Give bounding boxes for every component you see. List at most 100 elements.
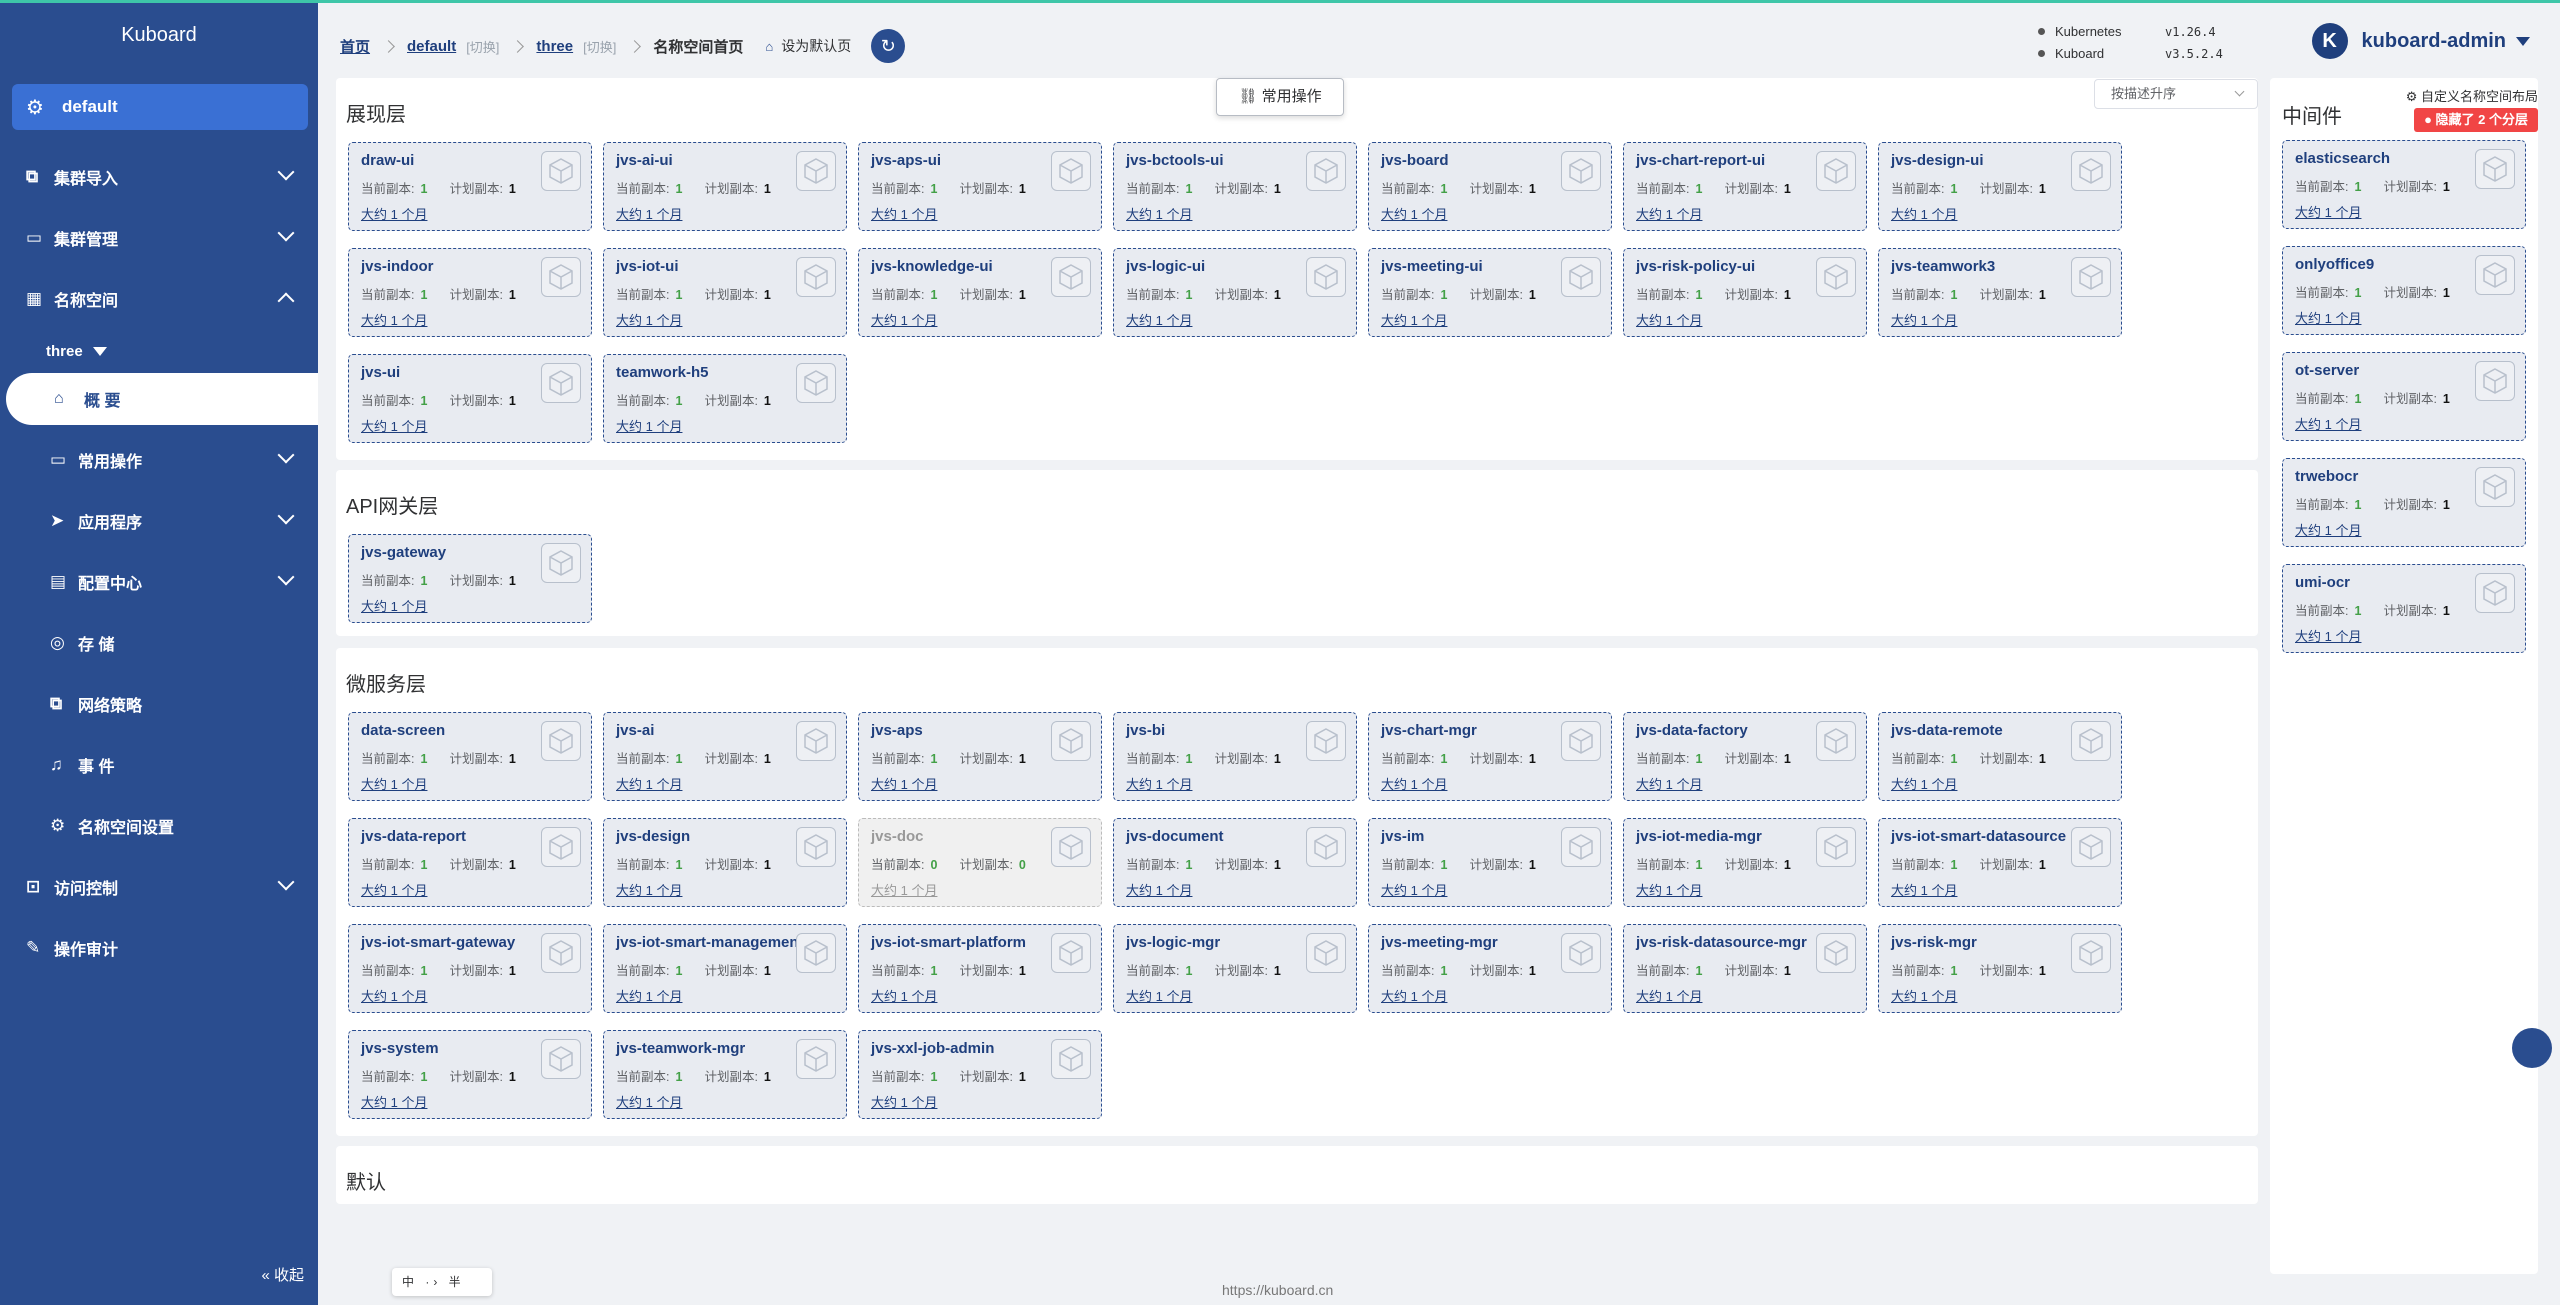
workload-card[interactable]: jvs-aps-ui 当前副本: 1 计划副本: 1 大约 1 个月 [858, 142, 1102, 231]
workload-card[interactable]: jvs-system 当前副本: 1 计划副本: 1 大约 1 个月 [348, 1030, 592, 1119]
sidebar-item[interactable]: ▭ 常用操作 [0, 429, 318, 490]
set-default-link[interactable]: 设为默认页 [781, 38, 852, 54]
workload-name[interactable]: jvs-board [1381, 152, 1449, 169]
workload-age[interactable]: 大约 1 个月 [1891, 989, 1958, 1004]
workload-age[interactable]: 大约 1 个月 [361, 989, 428, 1004]
workload-age[interactable]: 大约 1 个月 [616, 313, 683, 328]
workload-age[interactable]: 大约 1 个月 [616, 989, 683, 1004]
workload-age[interactable]: 大约 1 个月 [871, 883, 938, 898]
workload-age[interactable]: 大约 1 个月 [1126, 313, 1193, 328]
help-button[interactable] [2512, 1028, 2552, 1068]
workload-age[interactable]: 大约 1 个月 [361, 313, 428, 328]
workload-name[interactable]: jvs-knowledge-ui [871, 258, 993, 275]
sidebar-item[interactable]: ⧉ 网络策略 [0, 673, 318, 734]
workload-age[interactable]: 大约 1 个月 [871, 989, 938, 1004]
workload-card[interactable]: jvs-logic-mgr 当前副本: 1 计划副本: 1 大约 1 个月 [1113, 924, 1357, 1013]
workload-card[interactable]: jvs-bi 当前副本: 1 计划副本: 1 大约 1 个月 [1113, 712, 1357, 801]
workload-card[interactable]: elasticsearch 当前副本: 1 计划副本: 1 大约 1 个月 [2282, 140, 2526, 229]
sidebar-item-overview[interactable]: ⌂ 概 要 [6, 373, 318, 425]
workload-card[interactable]: jvs-chart-mgr 当前副本: 1 计划副本: 1 大约 1 个月 [1368, 712, 1612, 801]
sidebar-item-cluster-manage[interactable]: ▭ 集群管理 [0, 207, 318, 268]
workload-age[interactable]: 大约 1 个月 [871, 777, 938, 792]
workload-age[interactable]: 大约 1 个月 [2295, 417, 2362, 432]
workload-card[interactable]: onlyoffice9 当前副本: 1 计划副本: 1 大约 1 个月 [2282, 246, 2526, 335]
workload-age[interactable]: 大约 1 个月 [361, 207, 428, 222]
sidebar-item[interactable]: ⊡ 访问控制 [0, 856, 318, 917]
workload-name[interactable]: jvs-doc [871, 828, 924, 845]
workload-age[interactable]: 大约 1 个月 [616, 419, 683, 434]
workload-name[interactable]: jvs-meeting-ui [1381, 258, 1483, 275]
workload-age[interactable]: 大约 1 个月 [361, 599, 428, 614]
workload-age[interactable]: 大约 1 个月 [2295, 205, 2362, 220]
workload-name[interactable]: teamwork-h5 [616, 364, 709, 381]
workload-age[interactable]: 大约 1 个月 [871, 207, 938, 222]
workload-card[interactable]: jvs-gateway 当前副本: 1 计划副本: 1 大约 1 个月 [348, 534, 592, 623]
workload-age[interactable]: 大约 1 个月 [1381, 313, 1448, 328]
workload-card[interactable]: jvs-document 当前副本: 1 计划副本: 1 大约 1 个月 [1113, 818, 1357, 907]
workload-card[interactable]: jvs-iot-media-mgr 当前副本: 1 计划副本: 1 大约 1 个月 [1623, 818, 1867, 907]
workload-name[interactable]: jvs-data-factory [1636, 722, 1748, 739]
workload-age[interactable]: 大约 1 个月 [1891, 207, 1958, 222]
workload-card[interactable]: draw-ui 当前副本: 1 计划副本: 1 大约 1 个月 [348, 142, 592, 231]
sidebar-item[interactable]: ▤ 配置中心 [0, 551, 318, 612]
workload-name[interactable]: jvs-iot-smart-management [616, 934, 804, 951]
workload-card[interactable]: jvs-data-remote 当前副本: 1 计划副本: 1 大约 1 个月 [1878, 712, 2122, 801]
custom-layout-link[interactable]: ⚙ 自定义名称空间布局 [2406, 86, 2538, 105]
workload-card[interactable]: jvs-ai 当前副本: 1 计划副本: 1 大约 1 个月 [603, 712, 847, 801]
workload-name[interactable]: jvs-risk-datasource-mgr [1636, 934, 1807, 951]
workload-name[interactable]: jvs-ui [361, 364, 401, 381]
sidebar-item[interactable]: ◎ 存 储 [0, 612, 318, 673]
collapse-button[interactable]: « 收起 [261, 1267, 304, 1284]
workload-name[interactable]: jvs-meeting-mgr [1381, 934, 1498, 951]
workload-name[interactable]: jvs-risk-mgr [1891, 934, 1977, 951]
workload-name[interactable]: ot-server [2295, 362, 2360, 379]
workload-name[interactable]: jvs-iot-smart-gateway [361, 934, 516, 951]
workload-card[interactable]: jvs-design 当前副本: 1 计划副本: 1 大约 1 个月 [603, 818, 847, 907]
workload-card[interactable]: teamwork-h5 当前副本: 1 计划副本: 1 大约 1 个月 [603, 354, 847, 443]
workload-age[interactable]: 大约 1 个月 [871, 1095, 938, 1110]
workload-card[interactable]: ot-server 当前副本: 1 计划副本: 1 大约 1 个月 [2282, 352, 2526, 441]
workload-card[interactable]: trwebocr 当前副本: 1 计划副本: 1 大约 1 个月 [2282, 458, 2526, 547]
workload-name[interactable]: data-screen [361, 722, 446, 739]
workload-card[interactable]: jvs-iot-smart-datasource 当前副本: 1 计划副本: 1 大约 1… [1878, 818, 2122, 907]
common-ops-button[interactable]: ⛓ 常用操作 [1216, 78, 1344, 116]
sidebar-item-namespace[interactable]: ▦ 名称空间 [0, 268, 318, 329]
sidebar-item[interactable]: ➤ 应用程序 [0, 490, 318, 551]
workload-name[interactable]: jvs-iot-ui [616, 258, 679, 275]
user-menu[interactable]: K kuboard-admin [2311, 23, 2530, 59]
namespace-select[interactable]: three [0, 329, 318, 373]
workload-card[interactable]: jvs-teamwork3 当前副本: 1 计划副本: 1 大约 1 个月 [1878, 248, 2122, 337]
workload-card[interactable]: jvs-xxl-job-admin 当前副本: 1 计划副本: 1 大约 1 个月 [858, 1030, 1102, 1119]
workload-name[interactable]: trwebocr [2295, 468, 2359, 485]
workload-name[interactable]: jvs-iot-smart-datasource [1891, 828, 2067, 845]
workload-age[interactable]: 大约 1 个月 [1126, 989, 1193, 1004]
workload-name[interactable]: jvs-chart-mgr [1381, 722, 1477, 739]
workload-age[interactable]: 大约 1 个月 [1636, 313, 1703, 328]
workload-age[interactable]: 大约 1 个月 [1126, 777, 1193, 792]
workload-age[interactable]: 大约 1 个月 [616, 883, 683, 898]
sidebar-item[interactable]: ⚙ 名称空间设置 [0, 795, 318, 856]
crumb-namespace-switch[interactable]: [切换] [583, 39, 617, 55]
workload-card[interactable]: jvs-logic-ui 当前副本: 1 计划副本: 1 大约 1 个月 [1113, 248, 1357, 337]
workload-name[interactable]: jvs-aps-ui [871, 152, 942, 169]
cluster-pill[interactable]: ⚙ default [12, 84, 308, 130]
workload-age[interactable]: 大约 1 个月 [361, 1095, 428, 1110]
workload-name[interactable]: jvs-chart-report-ui [1636, 152, 1766, 169]
workload-name[interactable]: jvs-logic-ui [1126, 258, 1206, 275]
sidebar-item[interactable]: ✎ 操作审计 [0, 917, 318, 978]
workload-age[interactable]: 大约 1 个月 [1636, 207, 1703, 222]
workload-age[interactable]: 大约 1 个月 [1126, 883, 1193, 898]
workload-age[interactable]: 大约 1 个月 [2295, 311, 2362, 326]
workload-age[interactable]: 大约 1 个月 [1126, 207, 1193, 222]
workload-card[interactable]: jvs-teamwork-mgr 当前副本: 1 计划副本: 1 大约 1 个月 [603, 1030, 847, 1119]
workload-card[interactable]: jvs-ai-ui 当前副本: 1 计划副本: 1 大约 1 个月 [603, 142, 847, 231]
workload-name[interactable]: jvs-ai-ui [616, 152, 673, 169]
workload-name[interactable]: jvs-ai [616, 722, 655, 739]
workload-name[interactable]: jvs-logic-mgr [1126, 934, 1221, 951]
workload-age[interactable]: 大约 1 个月 [1381, 207, 1448, 222]
workload-age[interactable]: 大约 1 个月 [361, 419, 428, 434]
workload-card[interactable]: jvs-ui 当前副本: 1 计划副本: 1 大约 1 个月 [348, 354, 592, 443]
workload-name[interactable]: draw-ui [361, 152, 415, 169]
workload-card[interactable]: jvs-doc 当前副本: 0 计划副本: 0 大约 1 个月 [858, 818, 1102, 907]
workload-card[interactable]: jvs-design-ui 当前副本: 1 计划副本: 1 大约 1 个月 [1878, 142, 2122, 231]
